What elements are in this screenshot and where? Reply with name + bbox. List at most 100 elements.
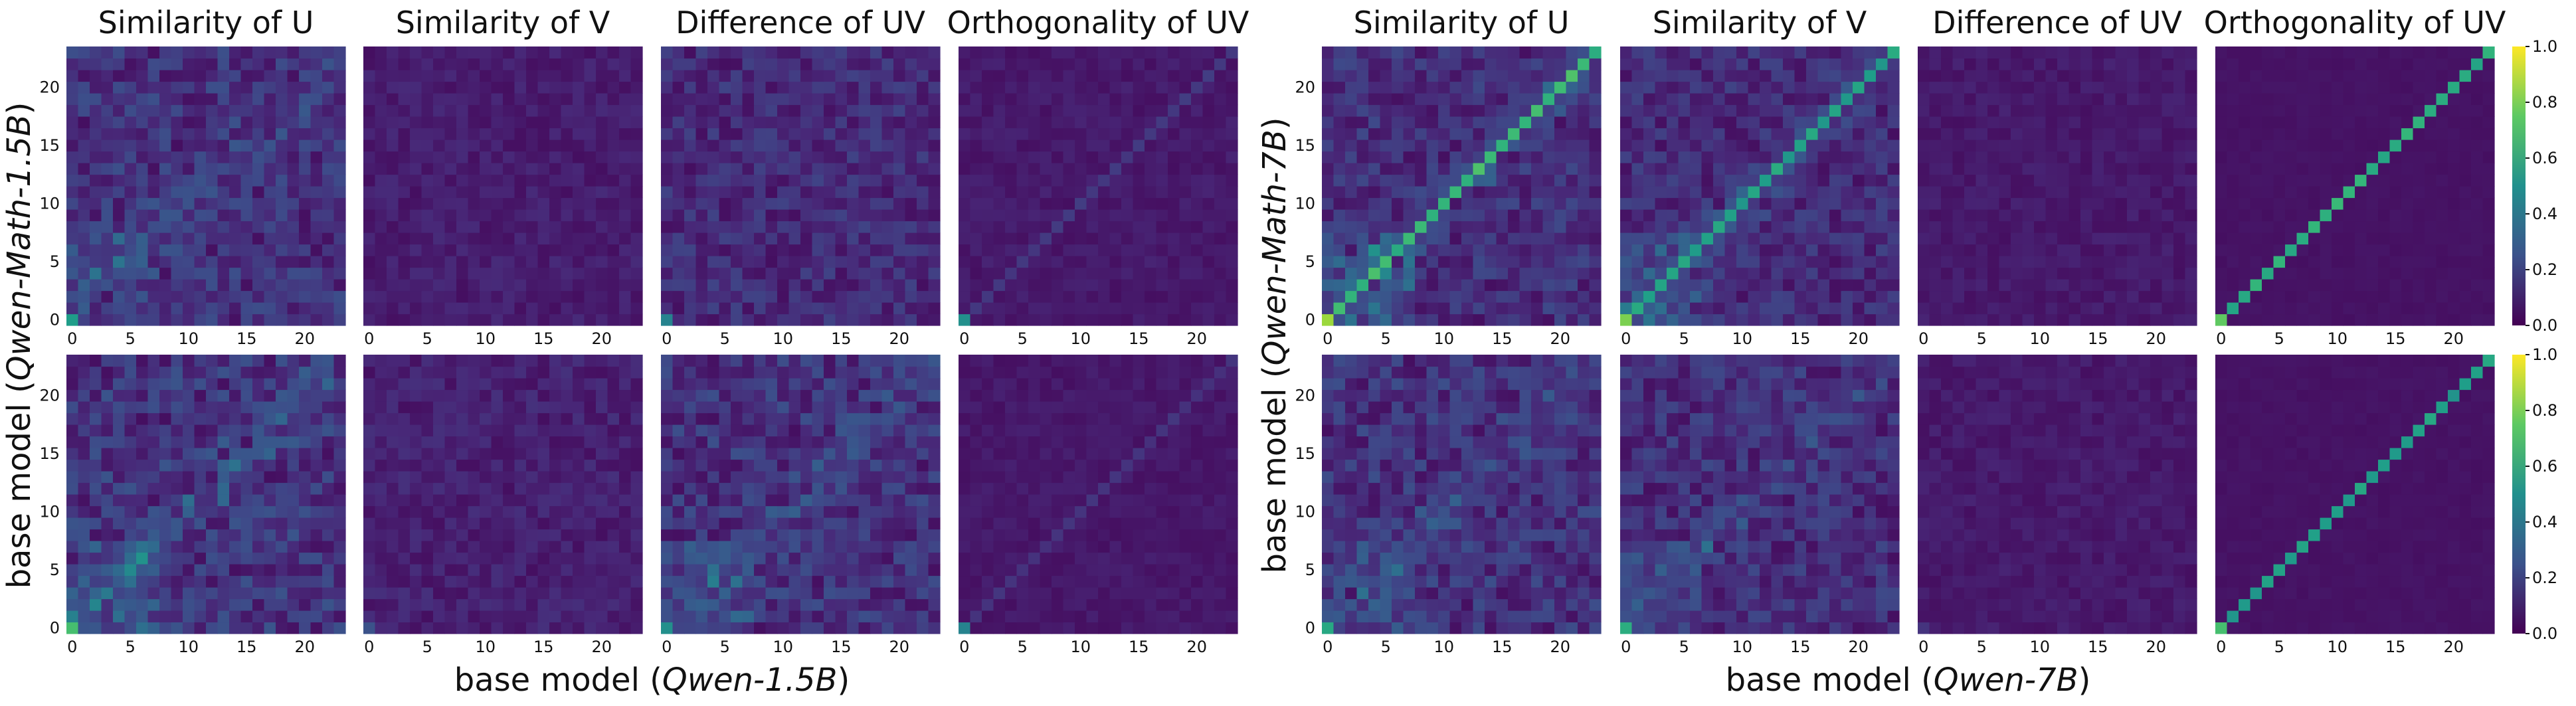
heatmap-cell	[549, 58, 562, 70]
heatmap-cell	[90, 128, 102, 140]
heatmap-cell	[444, 58, 457, 70]
heatmap-cell	[90, 58, 102, 70]
heatmap-cell	[905, 221, 917, 233]
heatmap-cell	[159, 494, 172, 507]
heatmap-cell	[596, 186, 608, 199]
heatmap-cell	[1109, 174, 1122, 187]
heatmap-cell	[136, 116, 149, 129]
heatmap-cell	[468, 151, 480, 163]
heatmap-cell	[1191, 267, 1204, 280]
heatmap-cell	[299, 313, 312, 326]
heatmap-cell	[1214, 448, 1227, 460]
heatmap-cell	[742, 313, 755, 326]
heatmap-cell	[970, 401, 982, 414]
heatmap-cell	[1028, 448, 1041, 460]
heatmap-cell	[1226, 378, 1238, 391]
heatmap-cell	[217, 448, 230, 460]
heatmap-cell	[171, 459, 183, 472]
heatmap-cell	[322, 494, 335, 507]
heatmap-cell	[893, 448, 906, 460]
heatmap-cell	[1473, 290, 1485, 303]
heatmap-cell	[101, 412, 114, 425]
heatmap-cell	[264, 221, 276, 233]
heatmap-cell	[1226, 209, 1238, 222]
heatmap-cell	[982, 81, 994, 94]
heatmap-cell	[1156, 598, 1168, 611]
heatmap-cell	[630, 587, 643, 600]
heatmap-cell	[159, 482, 172, 495]
heatmap-cell	[835, 244, 848, 256]
heatmap-cell	[619, 587, 632, 600]
heatmap-cell	[421, 366, 434, 379]
heatmap-cell	[124, 529, 137, 541]
heatmap-cell	[1075, 459, 1087, 472]
heatmap-cell	[264, 58, 276, 70]
heatmap-cell	[719, 221, 731, 233]
heatmap-cell	[1508, 139, 1520, 152]
heatmap-cell	[444, 256, 457, 268]
heatmap-cell	[1086, 70, 1099, 82]
heatmap-cell	[1226, 575, 1238, 588]
heatmap-cell	[1322, 221, 1334, 233]
heatmap-cell	[1040, 232, 1052, 245]
heatmap-cell	[905, 58, 917, 70]
heatmap-cell	[1145, 163, 1157, 175]
heatmap-cell	[731, 587, 743, 600]
heatmap-cell	[672, 541, 685, 553]
heatmap-cell	[707, 552, 720, 565]
heatmap-cell	[1179, 70, 1192, 82]
heatmap-cell	[765, 389, 778, 402]
heatmap-cell	[240, 552, 253, 565]
heatmap-cell	[1075, 610, 1087, 623]
heatmap-cell	[78, 221, 90, 233]
heatmap-cell	[928, 366, 941, 379]
heatmap-cell	[1098, 355, 1111, 367]
heatmap-cell	[881, 58, 894, 70]
heatmap-cell	[959, 70, 971, 82]
heatmap-cell	[433, 104, 446, 117]
heatmap-cell	[229, 209, 242, 222]
heatmap-cell	[503, 517, 515, 530]
heatmap-cell	[421, 448, 434, 460]
heatmap-cell	[788, 58, 801, 70]
heatmap-cell	[1005, 471, 1018, 484]
heatmap-cell	[90, 209, 102, 222]
heatmap-cell	[800, 366, 813, 379]
heatmap-cell	[194, 46, 207, 59]
heatmap-cell	[90, 610, 102, 623]
heatmap-cell	[549, 104, 562, 117]
heatmap-cell	[905, 302, 917, 315]
heatmap-cell	[387, 517, 399, 530]
heatmap-cell	[66, 412, 79, 425]
heatmap-cell	[537, 517, 550, 530]
heatmap-cell	[421, 622, 434, 634]
heatmap-cell	[387, 186, 399, 199]
heatmap-cell	[398, 139, 411, 152]
heatmap-cell	[742, 436, 755, 448]
heatmap-cell	[607, 186, 620, 199]
heatmap-cell	[299, 378, 312, 391]
heatmap-cell	[183, 279, 195, 292]
heatmap-cell	[619, 256, 632, 268]
heatmap-cell	[1214, 389, 1227, 402]
heatmap-cell	[136, 58, 149, 70]
heatmap-cell	[537, 128, 550, 140]
heatmap-cell	[824, 139, 836, 152]
heatmap-cell	[917, 151, 929, 163]
heatmap-cell	[824, 622, 836, 634]
heatmap-cell	[159, 267, 172, 280]
heatmap-cell	[765, 412, 778, 425]
heatmap-cell	[136, 244, 149, 256]
heatmap-cell	[765, 267, 778, 280]
heatmap-cell	[719, 93, 731, 106]
heatmap-cell	[113, 366, 126, 379]
heatmap-cell	[1156, 529, 1168, 541]
heatmap-cell	[719, 436, 731, 448]
heatmap-cell	[1168, 104, 1180, 117]
heatmap-cell	[881, 313, 894, 326]
heatmap-cell	[363, 58, 376, 70]
heatmap-cell	[1380, 267, 1392, 280]
heatmap-cell	[917, 116, 929, 129]
heatmap-cell	[1028, 209, 1041, 222]
heatmap-cell	[1005, 424, 1018, 437]
